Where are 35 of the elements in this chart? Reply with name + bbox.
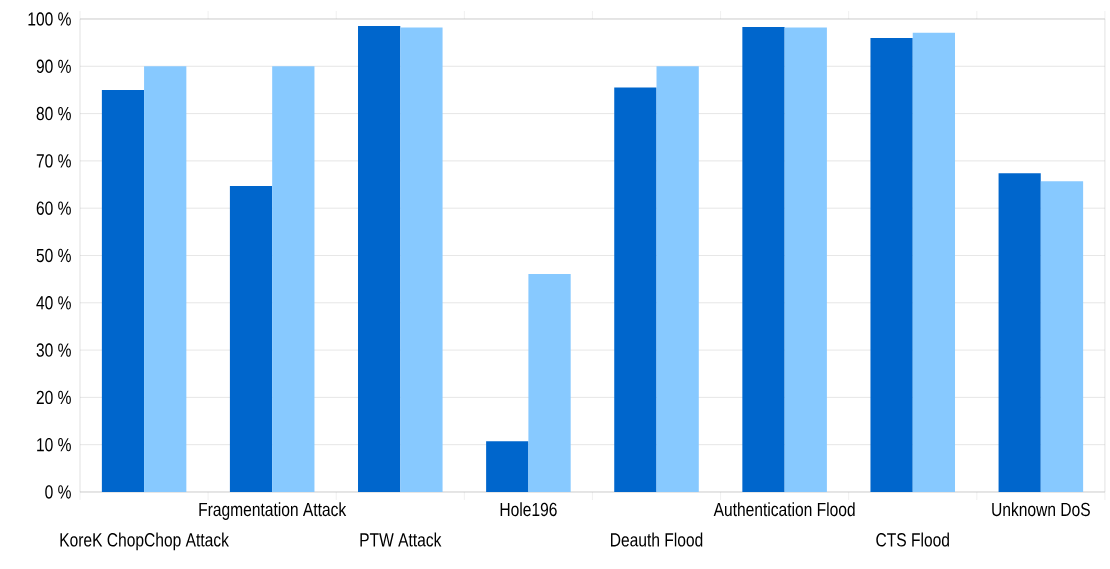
bar xyxy=(656,66,699,492)
bar xyxy=(400,27,443,492)
y-tick-label: 20 % xyxy=(36,390,71,405)
bar xyxy=(101,89,145,492)
x-tick-label: Hole196 xyxy=(500,502,557,517)
x-tick-label: KoreK ChopChop Attack xyxy=(60,532,229,551)
bar xyxy=(998,173,1041,492)
y-tick-label: 0 % xyxy=(45,485,71,499)
y-tick-label: 10 % xyxy=(37,437,71,452)
x-tick-label: Unknown DoS xyxy=(992,502,1090,517)
y-tick-label: 70 % xyxy=(36,154,71,168)
bar xyxy=(358,26,401,492)
x-tick-label: Authentication Flood xyxy=(713,502,855,517)
y-tick-label: 30 % xyxy=(36,343,71,357)
bar xyxy=(912,32,956,492)
y-tick-label: 60 % xyxy=(36,201,71,215)
y-tick-label: 80 % xyxy=(36,106,71,121)
bar xyxy=(742,27,785,492)
x-tick-label: PTW Attack xyxy=(360,532,442,547)
x-tick-label: Fragmentation Attack xyxy=(199,502,347,520)
bar xyxy=(614,87,657,492)
bar xyxy=(870,37,913,492)
x-tick-label: CTS Flood xyxy=(876,532,949,547)
bar xyxy=(229,185,273,492)
y-tick-label: 40 % xyxy=(36,296,71,310)
y-tick-label: 50 % xyxy=(36,248,71,263)
bar xyxy=(144,66,187,492)
bar xyxy=(784,27,827,492)
bar xyxy=(1040,181,1084,492)
x-tick-label: Deauth Flood xyxy=(611,532,703,547)
bar xyxy=(272,66,315,492)
y-tick-label: 90 % xyxy=(36,59,71,74)
y-tick-label: 100 % xyxy=(28,12,71,26)
bar xyxy=(486,441,529,492)
bar xyxy=(528,273,571,492)
